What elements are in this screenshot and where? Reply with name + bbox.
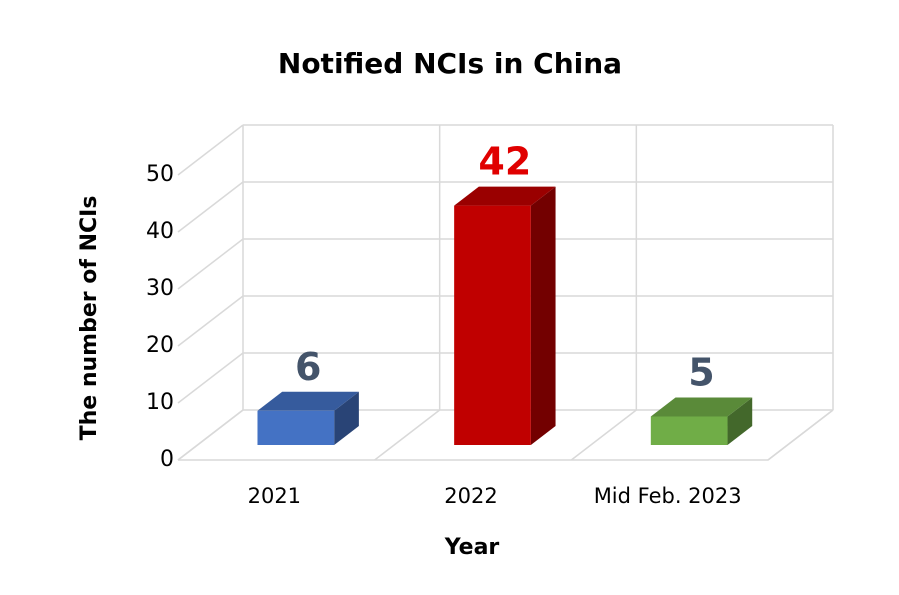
x-tick-label: Mid Feb. 2023 bbox=[594, 484, 742, 508]
y-tick-label: 30 bbox=[146, 276, 174, 301]
bar bbox=[650, 416, 728, 445]
y-tick-label: 10 bbox=[146, 390, 174, 415]
chart-title: Notified NCIs in China bbox=[278, 47, 622, 80]
floor-grid-line bbox=[570, 409, 637, 461]
x-axis-label: Year bbox=[444, 535, 500, 560]
bar bbox=[454, 205, 531, 445]
floor-grid-line bbox=[374, 409, 441, 461]
bar bbox=[257, 410, 335, 445]
bar-top bbox=[650, 397, 753, 417]
y-tick-label: 40 bbox=[146, 219, 174, 244]
data-label: 6 bbox=[295, 345, 321, 389]
bar-top bbox=[454, 186, 556, 206]
y-tick-label: 0 bbox=[160, 447, 174, 472]
y-tick-label: 20 bbox=[146, 333, 174, 358]
bar-side bbox=[727, 397, 753, 445]
side-grid-line bbox=[177, 238, 244, 290]
side-grid-line bbox=[177, 181, 244, 233]
side-grid-line bbox=[177, 124, 244, 176]
data-label: 5 bbox=[688, 351, 714, 395]
y-axis-label: The number of NCIs bbox=[77, 196, 102, 441]
bar-side bbox=[334, 391, 359, 445]
bar-top bbox=[257, 391, 359, 411]
floor-grid-line bbox=[767, 409, 834, 461]
x-tick-label: 2021 bbox=[248, 484, 301, 508]
side-grid-line bbox=[177, 352, 244, 404]
bar-side bbox=[530, 186, 556, 445]
x-tick-label: 2022 bbox=[444, 484, 497, 508]
side-grid-line bbox=[177, 409, 244, 461]
side-grid-line bbox=[177, 295, 244, 347]
data-label: 42 bbox=[478, 140, 531, 184]
y-tick-label: 50 bbox=[146, 162, 174, 187]
